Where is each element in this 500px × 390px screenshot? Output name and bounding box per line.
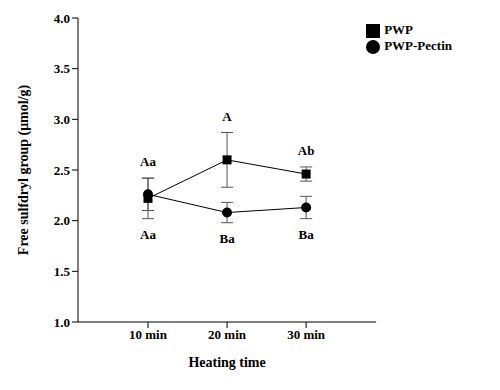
svg-text:2.5: 2.5 (54, 163, 71, 178)
svg-text:Ba: Ba (299, 227, 315, 242)
svg-text:Aa: Aa (140, 227, 156, 242)
svg-text:A: A (222, 109, 232, 124)
html-text:PWP-Pectin: PWP-Pectin (384, 38, 452, 53)
svg-text:Ba: Ba (219, 231, 235, 246)
html-text:PWP: PWP (384, 22, 413, 37)
svg-text:3.0: 3.0 (54, 112, 70, 127)
svg-text:Free sulfdryl group (μmol/g): Free sulfdryl group (μmol/g) (16, 84, 32, 255)
svg-text:3.5: 3.5 (54, 61, 71, 76)
svg-text:Aa: Aa (140, 154, 156, 169)
svg-text:1.0: 1.0 (54, 315, 70, 330)
svg-text:Ab: Ab (298, 143, 315, 158)
svg-text:2.0: 2.0 (54, 213, 70, 228)
svg-text:20 min: 20 min (208, 327, 247, 342)
svg-text:30 min: 30 min (287, 327, 326, 342)
svg-text:1.5: 1.5 (54, 264, 71, 279)
svg-text:10 min: 10 min (129, 327, 168, 342)
svg-text:Heating time: Heating time (188, 355, 265, 370)
svg-text:4.0: 4.0 (54, 11, 70, 26)
